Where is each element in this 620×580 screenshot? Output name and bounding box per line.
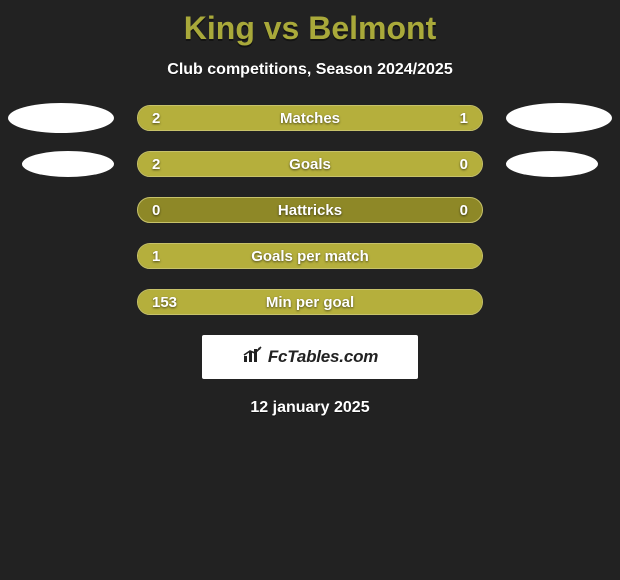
team-badge-right (506, 151, 598, 177)
stat-bar: 20Goals (137, 151, 483, 177)
stat-bar: 00Hattricks (137, 197, 483, 223)
stat-row: 00Hattricks (0, 197, 620, 223)
stat-label: Hattricks (138, 198, 482, 223)
stat-bar: 1Goals per match (137, 243, 483, 269)
stat-bar: 153Min per goal (137, 289, 483, 315)
team-badge-left (8, 103, 114, 133)
team-badge-right (506, 103, 612, 133)
stat-label: Min per goal (138, 290, 482, 315)
comparison-chart: 21Matches 20Goals 00Hattricks 1Goals per ma… (0, 105, 620, 315)
brand-chart-icon (242, 346, 264, 369)
stat-row: 21Matches (0, 105, 620, 131)
stat-row: 1Goals per match (0, 243, 620, 269)
page-subtitle: Club competitions, Season 2024/2025 (0, 61, 620, 79)
stat-label: Matches (138, 106, 482, 131)
snapshot-date: 12 january 2025 (0, 399, 620, 417)
page-title: King vs Belmont (0, 0, 620, 47)
stat-row: 20Goals (0, 151, 620, 177)
stat-label: Goals (138, 152, 482, 177)
team-badge-left (22, 151, 114, 177)
brand-label: FcTables.com (268, 347, 378, 367)
stat-bar: 21Matches (137, 105, 483, 131)
stat-row: 153Min per goal (0, 289, 620, 315)
brand-badge: FcTables.com (202, 335, 418, 379)
stat-label: Goals per match (138, 244, 482, 269)
